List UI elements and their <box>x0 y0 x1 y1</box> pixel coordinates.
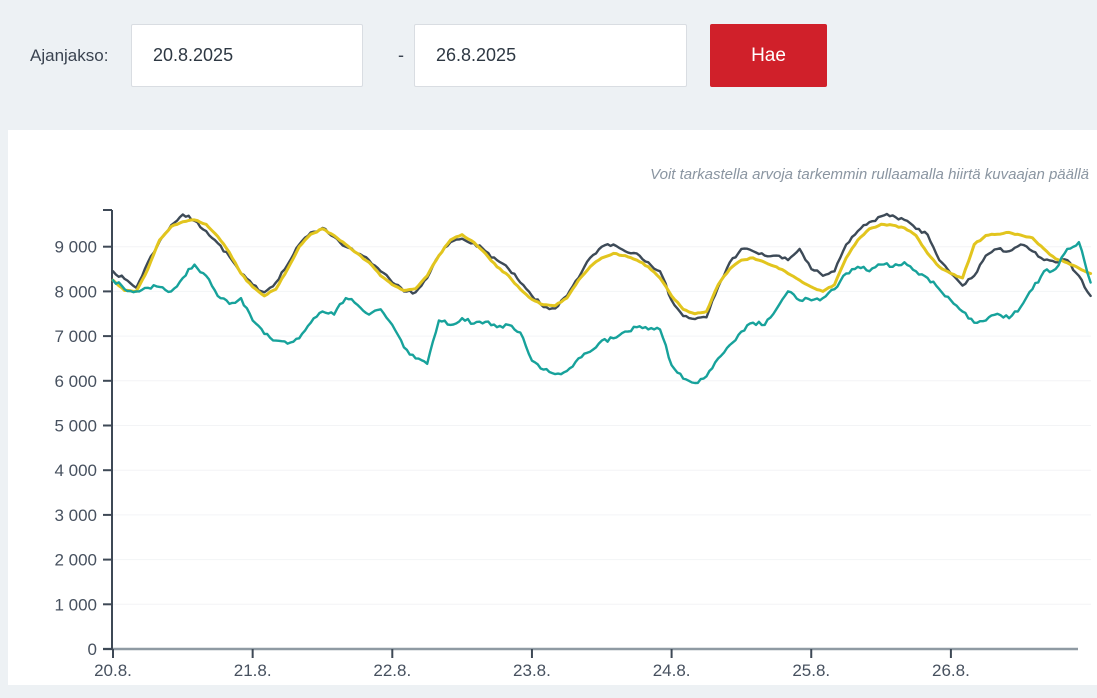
filter-bar: Ajanjakso: - Hae <box>0 0 1097 130</box>
x-tick-label: 21.8. <box>234 661 272 680</box>
y-tick-label: 6 000 <box>54 372 97 391</box>
search-button[interactable]: Hae <box>710 24 827 87</box>
chart-card: Voit tarkastella arvoja tarkemmin rullaa… <box>8 130 1097 685</box>
series-dark-slate <box>111 212 1092 321</box>
start-date-input[interactable] <box>131 24 363 87</box>
chart-hint-text: Voit tarkastella arvoja tarkemmin rullaa… <box>650 166 1089 183</box>
y-tick-label: 1 000 <box>54 595 97 614</box>
x-tick-label: 20.8. <box>94 661 132 680</box>
y-tick-label: 2 000 <box>54 551 97 570</box>
series-teal <box>111 240 1092 385</box>
y-tick-label: 7 000 <box>54 327 97 346</box>
y-tick-label: 3 000 <box>54 506 97 525</box>
x-tick-label: 25.8. <box>792 661 830 680</box>
x-tick-label: 24.8. <box>653 661 691 680</box>
chart-svg[interactable]: 0 1 000 2 000 3 000 4 000 5 000 6 000 7 000 8 00… <box>0 195 1097 685</box>
series-yellow <box>111 218 1093 316</box>
x-tick-label: 22.8. <box>373 661 411 680</box>
y-tick-label: 8 000 <box>54 282 97 301</box>
y-tick-label: 5 000 <box>54 417 97 436</box>
y-tick-label: 9 000 <box>54 238 97 257</box>
y-tick-label: 0 <box>88 640 97 659</box>
y-tick-label: 4 000 <box>54 461 97 480</box>
x-tick-label: 23.8. <box>513 661 551 680</box>
date-range-label: Ajanjakso: <box>30 46 109 65</box>
x-tick-label: 26.8. <box>932 661 970 680</box>
date-range-separator: - <box>398 45 404 65</box>
end-date-input[interactable] <box>414 24 687 87</box>
